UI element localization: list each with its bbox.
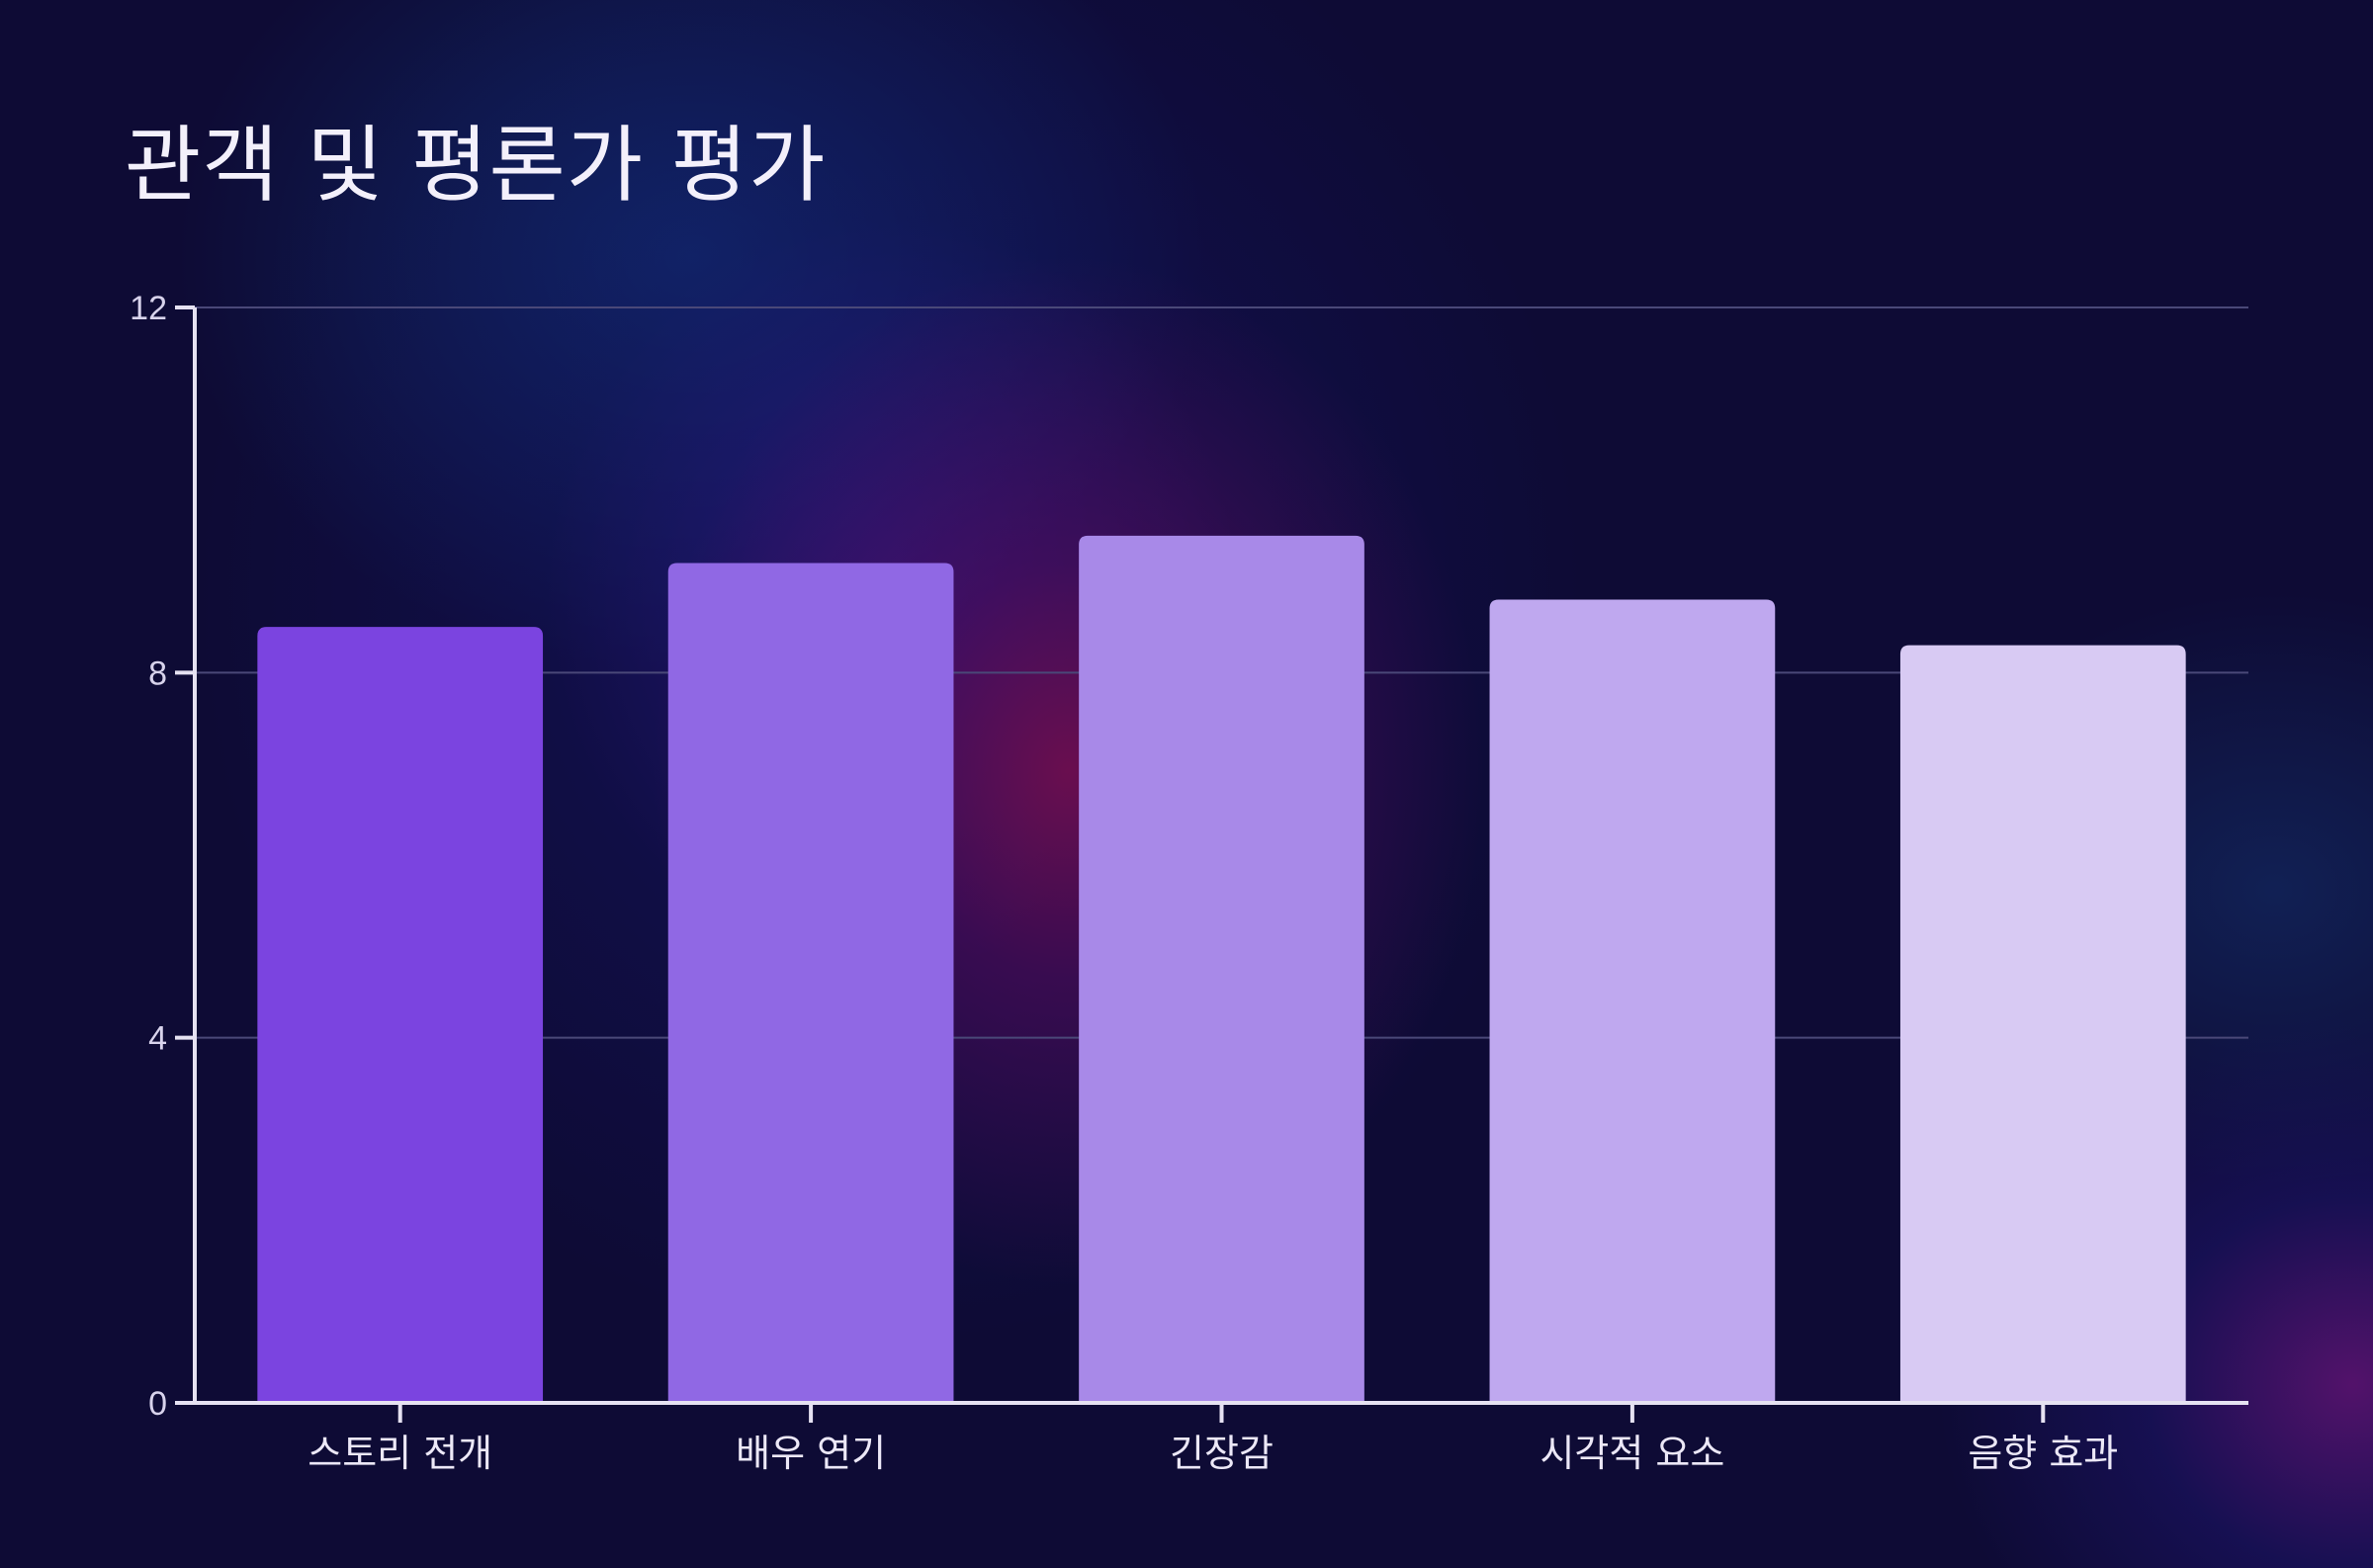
y-axis-ticks: 0 4 8 12 [130, 290, 195, 1423]
x-tick-label: 음향 효과 [1968, 1432, 2118, 1475]
bar [1899, 645, 2186, 1403]
y-tick-label: 8 [148, 654, 167, 692]
chart-title: 관객 및 평론가 평가 [125, 117, 827, 214]
bar [1079, 535, 1364, 1403]
bar [1489, 599, 1776, 1403]
x-tick-label: 스토리 전개 [308, 1432, 492, 1475]
x-axis-ticks: 스토리 전개 배우 연기 긴장감 시각적 요소 음향 효과 [308, 1403, 2118, 1475]
y-tick-label: 12 [130, 290, 167, 327]
y-tick-label: 0 [148, 1385, 167, 1423]
bar [667, 563, 954, 1403]
y-tick-label: 4 [148, 1020, 167, 1058]
x-tick-label: 배우 연기 [736, 1432, 886, 1475]
x-tick-label: 긴장감 [1170, 1432, 1274, 1475]
bars [257, 535, 2186, 1403]
bar [257, 627, 544, 1403]
x-tick-label: 시각적 요소 [1539, 1432, 1724, 1475]
